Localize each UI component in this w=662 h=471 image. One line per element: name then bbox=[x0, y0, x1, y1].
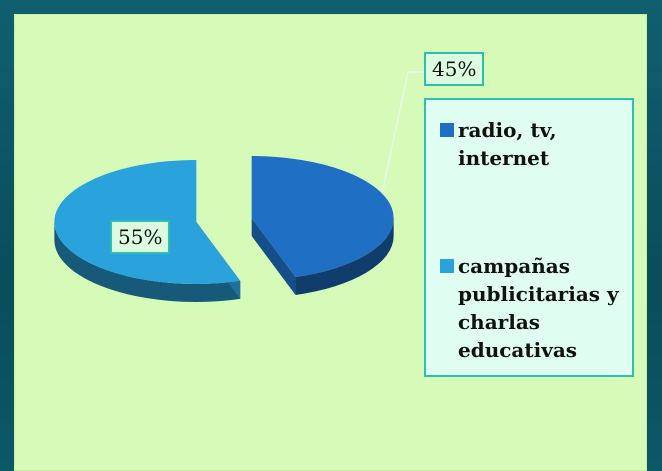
legend-swatch-radio bbox=[440, 123, 454, 137]
pie-side-1 bbox=[54, 221, 241, 302]
data-label-radio: 45% bbox=[424, 52, 485, 86]
chart-legend: radio, tv, internet campañas publicitari… bbox=[424, 98, 634, 377]
pie-tops bbox=[54, 156, 394, 284]
legend-label-campanas: campañas publicitarias y charlas educati… bbox=[458, 254, 619, 362]
pie-cut-face-0-1 bbox=[251, 218, 296, 295]
legend-label-radio: radio, tv, internet bbox=[458, 118, 557, 170]
leader-line-45 bbox=[381, 71, 424, 194]
pie-slice-0 bbox=[251, 156, 394, 277]
pie-side-0 bbox=[295, 218, 394, 295]
legend-item-campanas: campañas publicitarias y charlas educati… bbox=[440, 252, 628, 364]
legend-item-radio: radio, tv, internet bbox=[440, 116, 628, 172]
legend-swatch-campanas bbox=[440, 259, 454, 273]
data-label-campanas: 55% bbox=[110, 220, 171, 254]
